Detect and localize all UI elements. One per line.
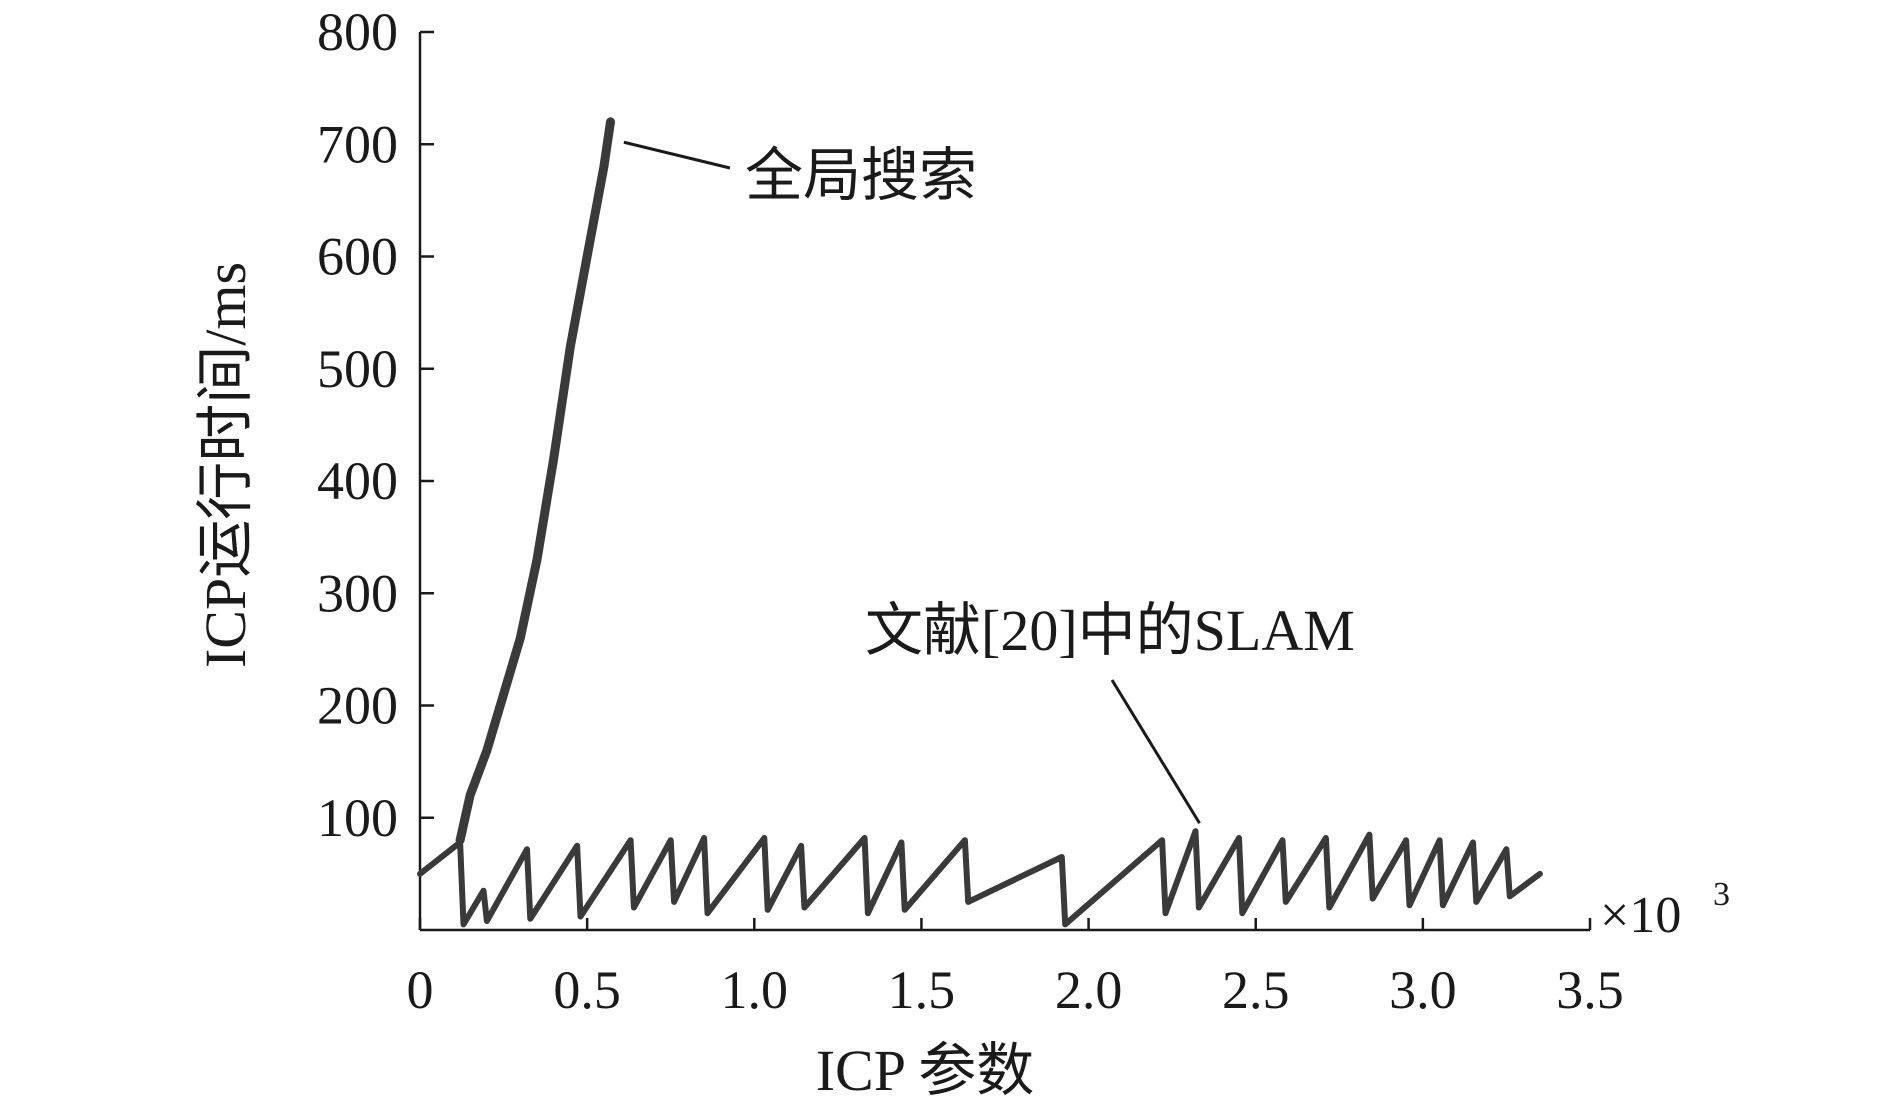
- x-multiplier-exponent: 3: [1713, 876, 1730, 913]
- x-multiplier-base: ×10: [1600, 887, 1681, 944]
- x-axis-title: ICP 参数: [816, 1038, 1035, 1103]
- annotation-slam: 文献[20]中的SLAM: [865, 598, 1355, 663]
- y-tick-label: 100: [317, 788, 398, 848]
- annotation-global-search: 全局搜索: [745, 143, 977, 208]
- x-ticks: 0 0.5 1.0 1.5 2.0 2.5 3.0 3.5: [407, 918, 1624, 1020]
- y-tick-label: 500: [317, 339, 398, 399]
- x-tick-label: 3.5: [1556, 960, 1624, 1020]
- y-axis-title: ICP运行时间/ms: [193, 262, 258, 668]
- x-tick-label: 1.5: [888, 960, 956, 1020]
- y-tick-label: 700: [317, 114, 398, 174]
- series-line-1: [455, 117, 615, 845]
- x-tick-label: 0: [407, 960, 434, 1020]
- y-tick-label: 600: [317, 227, 398, 287]
- x-multiplier: ×10: [1600, 887, 1681, 944]
- axes: [418, 32, 1590, 932]
- series-line-2: [417, 828, 1543, 928]
- x-tick-label: 1.0: [721, 960, 789, 1020]
- annotation-leader-global-search: [623, 140, 731, 170]
- annotation-leader-slam: [1110, 679, 1201, 825]
- x-tick-label: 2.0: [1055, 960, 1123, 1020]
- x-tick-label: 2.5: [1222, 960, 1290, 1020]
- y-tick-label: 400: [317, 451, 398, 511]
- series-layer: [417, 117, 1543, 928]
- y-tick-label: 200: [317, 676, 398, 736]
- y-tick-label: 800: [317, 2, 398, 62]
- y-ticks: 100 200 300 400 500 600 700 800: [317, 2, 434, 848]
- x-tick-label: 0.5: [553, 960, 621, 1020]
- y-tick-label: 300: [317, 563, 398, 623]
- x-tick-label: 3.0: [1389, 960, 1457, 1020]
